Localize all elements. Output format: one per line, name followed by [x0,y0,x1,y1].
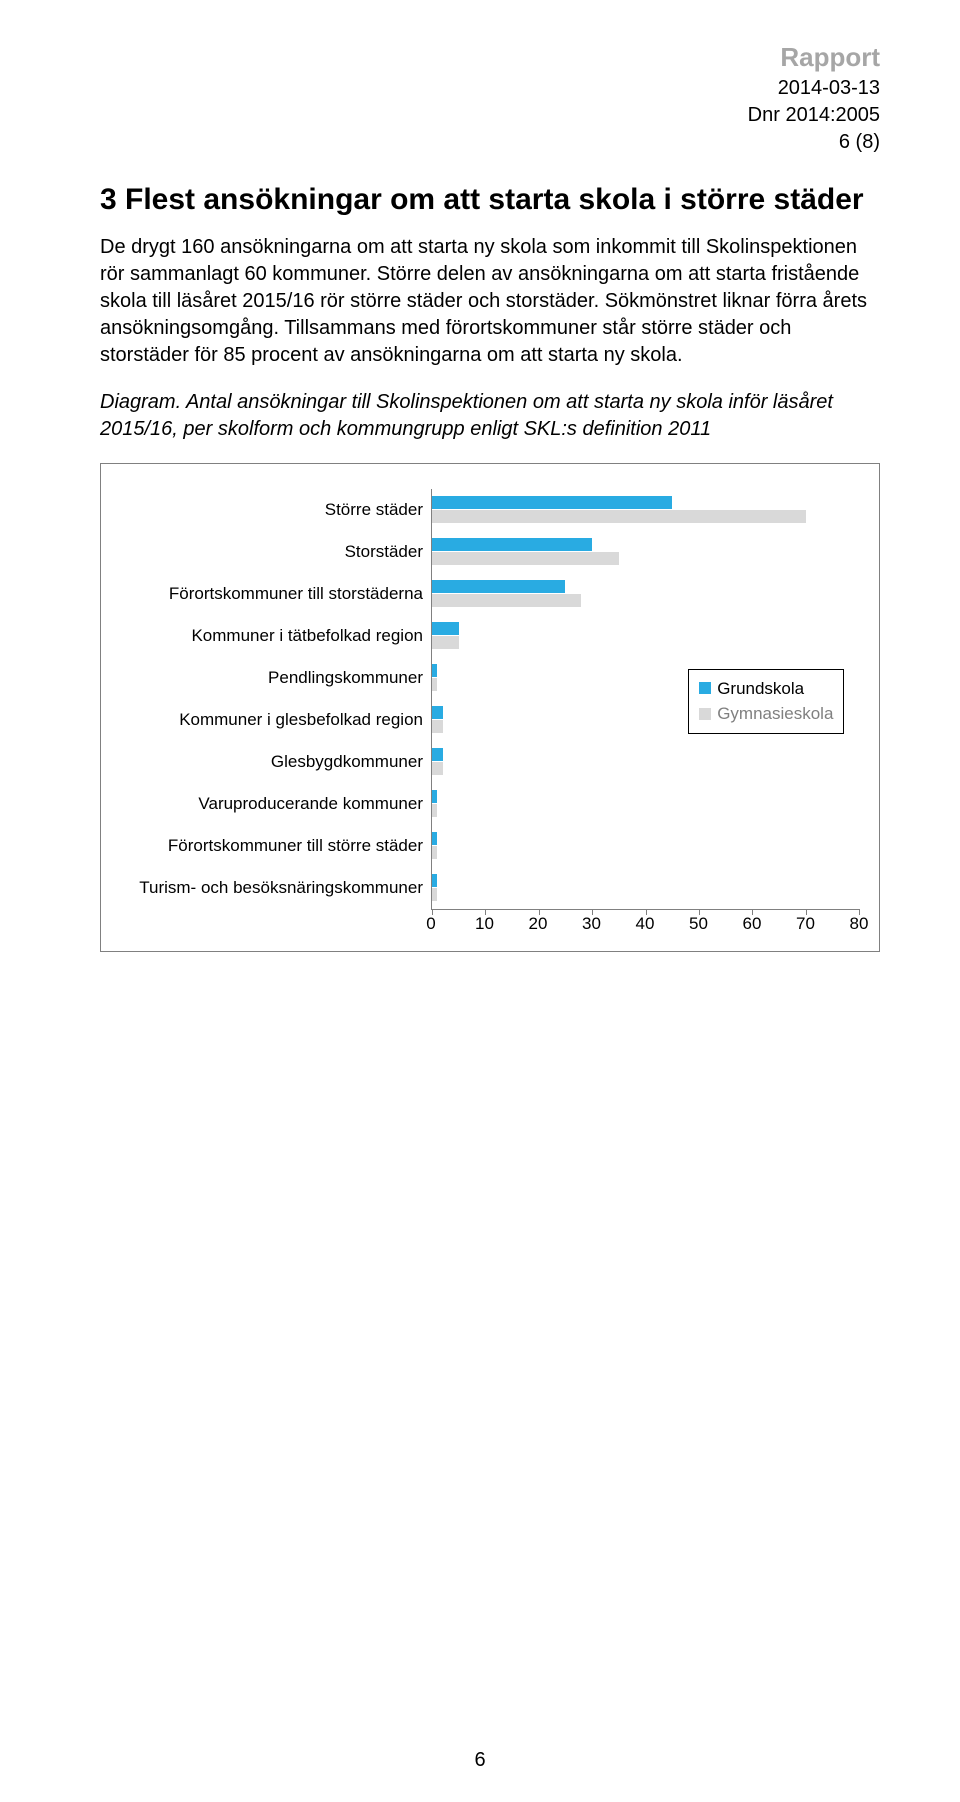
chart-bar-group [432,573,859,615]
report-ref: Dnr 2014:2005 [100,102,880,129]
chart-bar-group [432,657,859,699]
chart-bar-group [432,489,859,531]
chart-tick-label: 30 [582,914,601,934]
chart-tick-label: 70 [796,914,815,934]
chart-bar [432,636,459,649]
chart-bar [432,706,443,719]
header-block: Rapport 2014-03-13 Dnr 2014:2005 6 (8) [100,40,880,156]
chart-bar-group [432,699,859,741]
chart-plot-row: Större städerStorstäderFörortskommuner t… [121,489,859,910]
page-number: 6 [0,1749,960,1772]
chart-category-label: Förortskommuner till storstäderna [121,573,431,615]
chart-bar [432,538,592,551]
chart-category-label: Turism- och besöksnäringskommuner [121,867,431,909]
chart-category-label: Glesbygdkommuner [121,741,431,783]
chart-category-label: Förortskommuner till större städer [121,825,431,867]
chart-tick-label: 50 [689,914,708,934]
chart-category-label: Storstäder [121,531,431,573]
chart-tick-label: 10 [475,914,494,934]
chart-tick-label: 0 [426,914,435,934]
chart-category-label: Kommuner i glesbefolkad region [121,699,431,741]
chart-caption: Diagram. Antal ansökningar till Skolinsp… [100,389,880,443]
chart-bar [432,664,437,677]
chart-bar [432,510,806,523]
report-title: Rapport [100,40,880,75]
tick-spacer [121,914,431,936]
chart-category-label: Större städer [121,489,431,531]
chart: Större städerStorstäderFörortskommuner t… [121,489,859,936]
chart-bar-group [432,783,859,825]
chart-bar [432,622,459,635]
chart-bar [432,552,619,565]
chart-bar-group [432,531,859,573]
page: Rapport 2014-03-13 Dnr 2014:2005 6 (8) 3… [0,0,960,1802]
chart-category-label: Pendlingskommuner [121,657,431,699]
section-heading: 3 Flest ansökningar om att starta skola … [100,181,880,219]
chart-bar [432,594,581,607]
chart-tick-label: 40 [636,914,655,934]
chart-tick-labels: 01020304050607080 [431,914,859,936]
chart-bar [432,790,437,803]
chart-bar-group [432,867,859,909]
chart-tick-label: 20 [529,914,548,934]
chart-bar [432,678,437,691]
chart-bar [432,748,443,761]
body-paragraph: De drygt 160 ansökningarna om att starta… [100,234,880,369]
chart-tick-row: 01020304050607080 [121,914,859,936]
chart-frame: Större städerStorstäderFörortskommuner t… [100,463,880,952]
report-pageof: 6 (8) [100,129,880,156]
chart-bar-group [432,615,859,657]
chart-bar-group [432,741,859,783]
chart-bar [432,580,565,593]
report-date: 2014-03-13 [100,75,880,102]
chart-plot-area: GrundskolaGymnasieskola [431,489,859,910]
chart-bar [432,762,443,775]
chart-bar [432,888,437,901]
chart-category-label: Kommuner i tätbefolkad region [121,615,431,657]
chart-bar [432,720,443,733]
chart-bar [432,804,437,817]
chart-tick-label: 80 [850,914,869,934]
chart-category-labels: Större städerStorstäderFörortskommuner t… [121,489,431,910]
chart-bar [432,846,437,859]
chart-bar-group [432,825,859,867]
chart-tick-label: 60 [743,914,762,934]
chart-bar [432,496,672,509]
chart-bar [432,874,437,887]
chart-category-label: Varuproducerande kommuner [121,783,431,825]
chart-bar [432,832,437,845]
